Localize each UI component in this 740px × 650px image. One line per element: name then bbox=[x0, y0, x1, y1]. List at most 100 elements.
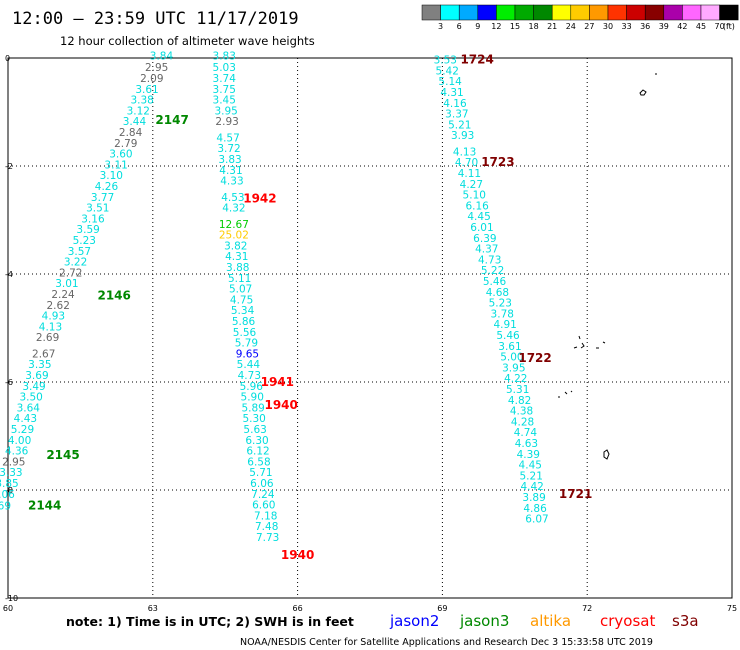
wave-height-value: 3.78 bbox=[491, 308, 514, 320]
legend-label: 36 bbox=[640, 22, 650, 31]
wave-height-value: 2.69 bbox=[36, 332, 59, 344]
wave-height-value: 3.77 bbox=[91, 192, 114, 204]
wave-height-value: 4.28 bbox=[511, 416, 534, 428]
wave-height-value: 4.32 bbox=[222, 203, 245, 215]
wave-height-value: 4.22 bbox=[504, 373, 527, 385]
wave-height-value: 6.07 bbox=[525, 514, 548, 526]
wave-height-value: 6.30 bbox=[245, 435, 268, 447]
wave-height-value: 4.06 bbox=[0, 489, 15, 501]
wave-height-value: 4.42 bbox=[520, 481, 543, 493]
wave-height-value: 3.38 bbox=[130, 95, 153, 107]
island-outline bbox=[573, 335, 585, 349]
wave-height-value: 4.36 bbox=[5, 446, 29, 458]
legend-swatch bbox=[663, 4, 683, 21]
wave-height-value: 4.37 bbox=[475, 244, 498, 256]
wave-height-value: 2.84 bbox=[119, 127, 143, 139]
wave-height-value: 5.44 bbox=[237, 359, 261, 371]
pass-number-label: 2145 bbox=[46, 448, 79, 462]
legend-label: 9 bbox=[475, 22, 480, 31]
wave-height-value: 2.62 bbox=[47, 300, 70, 312]
wave-height-value: 7.18 bbox=[254, 510, 277, 522]
legend-label: 70 bbox=[715, 22, 725, 31]
wave-height-value: 5.23 bbox=[489, 298, 512, 310]
wave-height-value: 7.24 bbox=[251, 489, 275, 501]
wave-height-value: 5.42 bbox=[436, 65, 459, 77]
wave-height-value: 7.48 bbox=[255, 521, 278, 533]
wave-height-value: 3.72 bbox=[217, 143, 240, 155]
land-outlines bbox=[558, 73, 657, 460]
wave-height-value: 5.71 bbox=[249, 467, 272, 479]
wave-height-value: 3.64 bbox=[17, 402, 41, 414]
wave-height-value: 4.31 bbox=[440, 87, 463, 99]
wave-height-value: 4.00 bbox=[8, 435, 31, 447]
y-tick-label: -6 bbox=[5, 378, 13, 387]
legend-label: 42 bbox=[677, 22, 687, 31]
wave-height-value: 5.10 bbox=[463, 190, 486, 202]
satellite-name: jason3 bbox=[459, 612, 509, 630]
wave-height-value: 5.29 bbox=[11, 424, 34, 436]
wave-height-value: 3.16 bbox=[81, 213, 105, 225]
y-tick-label: -10 bbox=[5, 594, 18, 603]
wave-height-value: 3.50 bbox=[19, 392, 42, 404]
wave-height-value: 5.46 bbox=[483, 276, 507, 288]
wave-height-value: 6.12 bbox=[246, 446, 269, 458]
wave-height-value: 3.10 bbox=[100, 170, 123, 182]
pass-number-label: 2144 bbox=[28, 499, 61, 513]
wave-height-value: 2.09 bbox=[140, 73, 163, 85]
wave-height-value: 5.63 bbox=[243, 424, 266, 436]
wave-height-value: 5.00 bbox=[500, 352, 523, 364]
legend-swatch bbox=[440, 4, 460, 21]
x-tick-label: 63 bbox=[148, 604, 158, 613]
wave-height-value: 2.79 bbox=[114, 138, 137, 150]
wave-height-value: 3.93 bbox=[451, 130, 474, 142]
wave-height-value: 5.89 bbox=[241, 402, 264, 414]
credit-line: NOAA/NESDIS Center for Satellite Applica… bbox=[240, 637, 653, 648]
satellite-legend: jason2 jason3 altika cryosat s3a bbox=[389, 612, 699, 630]
wave-height-value: 3.69 bbox=[25, 370, 48, 382]
wave-height-value: 3.95 bbox=[502, 362, 525, 374]
legend-swatch bbox=[496, 4, 516, 21]
wave-height-value: 4.57 bbox=[216, 132, 239, 144]
legend-label: (ft) bbox=[723, 22, 735, 31]
wave-height-value: 3.45 bbox=[213, 95, 236, 107]
island-outline bbox=[558, 390, 573, 398]
legend-swatch bbox=[533, 4, 553, 21]
wave-height-value: 6.39 bbox=[473, 233, 496, 245]
pass-number-label: 1942 bbox=[243, 191, 276, 205]
wave-height-value: 3.12 bbox=[127, 105, 150, 117]
pass-number-label: 1723 bbox=[481, 155, 514, 169]
wave-height-value: 4.93 bbox=[42, 311, 65, 323]
wave-height-value: 2.95 bbox=[2, 456, 25, 468]
pass-number-label: 1724 bbox=[460, 53, 493, 67]
plot-area bbox=[7, 57, 733, 599]
wave-height-value: 5.86 bbox=[232, 316, 256, 328]
wave-height-value: 6.16 bbox=[465, 200, 489, 212]
wave-height-value: 3.51 bbox=[86, 203, 109, 215]
wave-height-value: 3.53 bbox=[434, 55, 457, 67]
wave-height-value: 5.03 bbox=[213, 62, 236, 74]
wave-height-value: 3.84 bbox=[150, 50, 174, 62]
wave-height-value: 6.01 bbox=[470, 222, 493, 234]
y-tick-label: -4 bbox=[5, 270, 13, 279]
pass-labels: 2147 2146 2145 2144 1942 1941 1940 1940 1724 1723… bbox=[28, 53, 592, 562]
pass-number-label: 1941 bbox=[261, 375, 294, 389]
wave-height-value: 2.95 bbox=[145, 62, 168, 74]
wave-height-value: 5.90 bbox=[241, 392, 264, 404]
island-outline bbox=[596, 341, 606, 349]
wave-height-value: 4.39 bbox=[517, 449, 540, 461]
satellite-name: cryosat bbox=[600, 612, 655, 630]
wave-height-value: 3.83 bbox=[213, 50, 236, 62]
wave-height-value: 2.67 bbox=[32, 348, 55, 360]
legend-label: 27 bbox=[584, 22, 594, 31]
wave-height-value: 3.11 bbox=[104, 159, 127, 171]
legend-label: 24 bbox=[566, 22, 576, 31]
wave-height-value: 4.43 bbox=[14, 413, 37, 425]
pass-number-label: 1721 bbox=[559, 487, 592, 501]
wave-height-value: 3.95 bbox=[214, 105, 237, 117]
wave-height-value: 3.37 bbox=[445, 109, 468, 121]
wave-height-values: 3.842.952.093.613.383.123.442.842.793.60… bbox=[0, 50, 549, 544]
wave-height-value: 4.73 bbox=[478, 254, 501, 266]
wave-height-value: 4.31 bbox=[219, 165, 242, 177]
wave-height-value: 2.72 bbox=[59, 267, 82, 279]
